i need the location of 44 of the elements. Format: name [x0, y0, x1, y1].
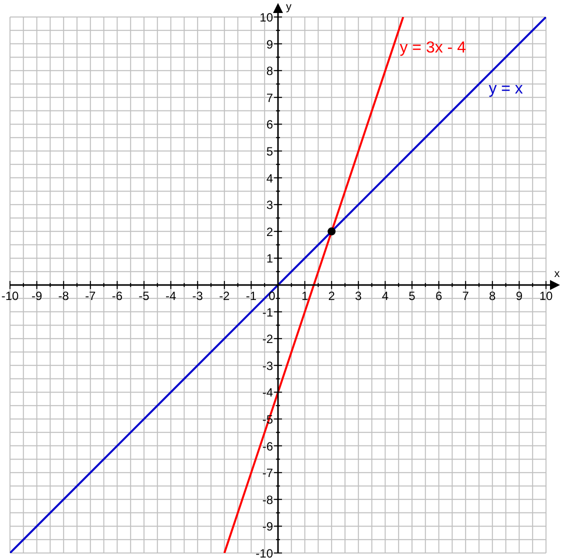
x-tick-label: -5 [138, 289, 150, 303]
x-tick-label: -3 [192, 289, 204, 303]
y-tick-label: 5 [266, 144, 274, 158]
y-tick-label: 7 [266, 90, 274, 105]
x-tick-label: -8 [58, 289, 70, 303]
y-tick-label: -2 [262, 332, 274, 346]
series-label: y = 3x - 4 [400, 39, 466, 56]
y-tick-label: 10 [260, 10, 274, 24]
x-tick-label: 6 [435, 289, 442, 303]
x-tick-label: 0 [268, 289, 276, 303]
x-tick-label: 5 [408, 289, 416, 303]
y-tick-label: 6 [266, 118, 274, 132]
x-tick-label: 9 [516, 289, 523, 303]
y-tick-label: -7 [262, 466, 274, 480]
x-tick-label: 10 [539, 289, 553, 303]
y-tick-label: -3 [262, 358, 274, 373]
x-tick-label: -6 [112, 289, 123, 303]
x-tick-label: 8 [489, 289, 496, 303]
x-tick-label: 7 [462, 289, 470, 303]
y-tick-label: -10 [256, 546, 274, 558]
x-tick-label: -4 [165, 289, 176, 303]
x-tick-label: 4 [382, 289, 389, 303]
y-tick-label: -4 [262, 386, 274, 400]
x-tick-label: -10 [1, 289, 19, 303]
y-tick-label: 1 [266, 252, 274, 266]
x-tick-label: -9 [31, 289, 42, 303]
y-tick-label: 9 [266, 37, 274, 52]
x-tick-label: -7 [85, 289, 96, 303]
y-tick-label: 2 [266, 224, 274, 239]
y-tick-label: 3 [266, 198, 274, 212]
x-tick-label: 3 [355, 289, 362, 303]
x-tick-label: -1 [246, 289, 257, 303]
y-tick-label: -6 [262, 439, 274, 454]
y-tick-label: -9 [262, 520, 274, 534]
y-axis-title: y [286, 1, 292, 13]
x-axis-title: x [554, 268, 560, 280]
y-tick-label: 4 [266, 171, 274, 186]
y-tick-label: -8 [262, 492, 274, 507]
series-label: y = x [488, 80, 523, 98]
y-tick-label: -1 [262, 305, 274, 320]
x-tick-label: 1 [301, 289, 308, 303]
y-tick-label: 8 [266, 64, 274, 78]
x-tick-label: -2 [219, 289, 230, 303]
x-tick-label: 2 [328, 289, 336, 303]
